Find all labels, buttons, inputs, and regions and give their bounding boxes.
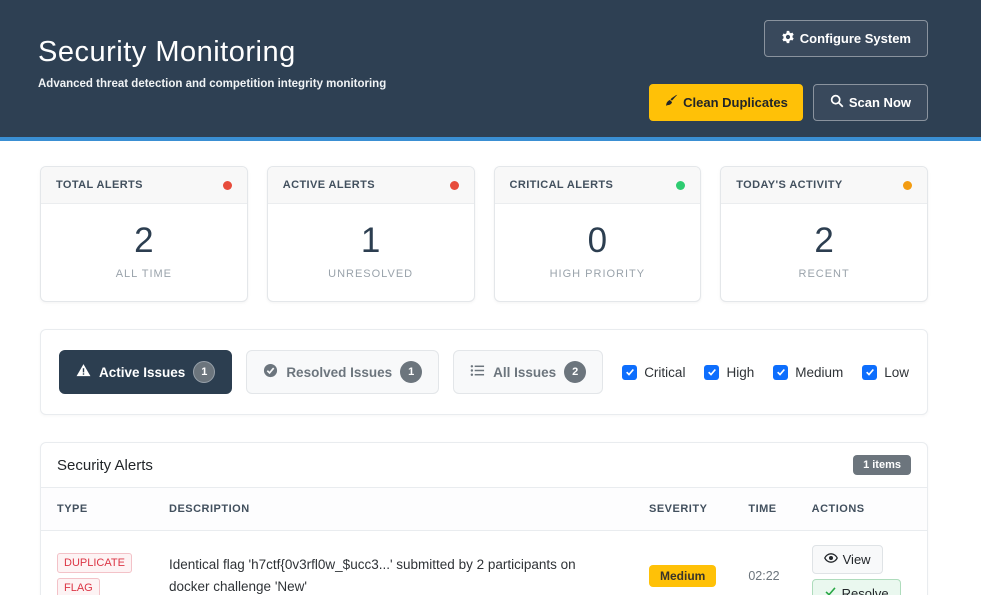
- configure-system-label: Configure System: [799, 31, 911, 46]
- checkbox-low[interactable]: Low: [862, 364, 909, 380]
- stat-card-critical-alerts: CRITICAL ALERTS 0 HIGH PRIORITY: [493, 166, 702, 302]
- status-dot: [449, 180, 459, 190]
- checkbox-checked-icon: [704, 364, 720, 380]
- table-row: DUPLICATE FLAG Identical flag 'h7ctf{0v3…: [41, 531, 927, 595]
- column-header-time: TIME: [732, 488, 796, 531]
- clean-duplicates-label: Clean Duplicates: [683, 95, 788, 110]
- stat-value: 0: [587, 221, 608, 260]
- check-icon: [824, 585, 837, 595]
- header-actions: Configure System Clean Duplicates Scan N…: [649, 20, 928, 121]
- page-header: Security Monitoring Advanced threat dete…: [0, 0, 981, 141]
- severity-filters: Critical High Medium Low: [622, 364, 909, 380]
- tab-active-issues[interactable]: Active Issues 1: [59, 350, 233, 394]
- configure-system-button[interactable]: Configure System: [763, 20, 928, 57]
- gear-icon: [781, 30, 795, 47]
- stat-card-active-alerts: ACTIVE ALERTS 1 UNRESOLVED: [266, 166, 475, 302]
- check-circle-icon: [263, 363, 278, 381]
- page-title: Security Monitoring: [38, 36, 296, 68]
- brush-icon: [664, 94, 678, 111]
- tab-label: All Issues: [493, 364, 557, 380]
- items-count-badge: 1 items: [853, 455, 911, 475]
- stat-value: 2: [814, 221, 834, 260]
- page-subtitle: Advanced threat detection and competitio…: [38, 78, 387, 90]
- column-header-actions: ACTIONS: [795, 488, 927, 531]
- stat-card-todays-activity: TODAY'S ACTIVITY 2 RECENT: [720, 166, 928, 302]
- stat-card-total-alerts: TOTAL ALERTS 2 ALL TIME: [40, 166, 248, 302]
- severity-badge: Medium: [649, 565, 717, 587]
- list-icon: [470, 363, 485, 381]
- column-header-type: TYPE: [41, 488, 153, 531]
- checkbox-medium[interactable]: Medium: [773, 364, 844, 380]
- tab-label: Active Issues: [99, 364, 186, 380]
- search-icon: [830, 94, 844, 111]
- issue-tabs: Active Issues 1 Resolved Issues 1 All Is…: [59, 350, 604, 394]
- tab-resolved-issues[interactable]: Resolved Issues 1: [246, 350, 440, 394]
- checkbox-checked-icon: [622, 364, 638, 380]
- column-header-description: DESCRIPTION: [153, 488, 633, 531]
- status-dot: [903, 180, 912, 190]
- tab-count-badge: 2: [564, 361, 587, 383]
- alert-type-badge: DUPLICATE FLAG: [57, 552, 132, 595]
- alert-time: 02:22: [748, 569, 780, 583]
- warning-triangle-icon: [76, 363, 91, 381]
- security-alerts-panel: Security Alerts 1 items TYPE DESCRIPTION…: [40, 442, 928, 595]
- stats-row: TOTAL ALERTS 2 ALL TIME ACTIVE ALERTS 1 …: [40, 166, 928, 302]
- tab-label: Resolved Issues: [286, 364, 393, 380]
- column-header-severity: SEVERITY: [633, 488, 733, 531]
- clean-duplicates-button[interactable]: Clean Duplicates: [649, 84, 803, 121]
- checkbox-label: High: [726, 364, 755, 380]
- status-dot: [676, 180, 686, 190]
- tab-count-badge: 1: [400, 361, 423, 383]
- tab-count-badge: 1: [193, 361, 216, 383]
- scan-now-label: Scan Now: [848, 95, 911, 110]
- view-label: View: [842, 552, 871, 567]
- stat-label: TOTAL ALERTS: [56, 179, 143, 191]
- stat-sublabel: HIGH PRIORITY: [549, 268, 646, 280]
- checkbox-critical[interactable]: Critical: [622, 364, 686, 380]
- filter-bar: Active Issues 1 Resolved Issues 1 All Is…: [40, 329, 928, 415]
- panel-title: Security Alerts: [57, 456, 153, 474]
- alerts-table: TYPE DESCRIPTION SEVERITY TIME ACTIONS D…: [41, 488, 927, 595]
- checkbox-label: Critical: [644, 364, 686, 380]
- alert-description: Identical flag 'h7ctf{0v3rfl0w_$ucc3...'…: [169, 557, 576, 594]
- stat-label: TODAY'S ACTIVITY: [736, 179, 843, 191]
- checkbox-label: Low: [884, 364, 909, 380]
- stat-sublabel: RECENT: [798, 268, 850, 280]
- stat-value: 2: [134, 221, 154, 260]
- status-dot: [222, 180, 232, 190]
- checkbox-checked-icon: [773, 364, 789, 380]
- tab-all-issues[interactable]: All Issues 2: [453, 350, 604, 394]
- stat-label: CRITICAL ALERTS: [509, 179, 614, 191]
- resolve-label: Resolve: [841, 585, 889, 595]
- stat-label: ACTIVE ALERTS: [282, 179, 375, 191]
- checkbox-label: Medium: [795, 364, 844, 380]
- stat-value: 1: [360, 221, 381, 260]
- stat-sublabel: ALL TIME: [115, 268, 173, 280]
- view-button[interactable]: View: [811, 545, 883, 574]
- checkbox-checked-icon: [862, 364, 878, 380]
- eye-icon: [823, 551, 838, 568]
- scan-now-button[interactable]: Scan Now: [812, 84, 928, 121]
- resolve-button[interactable]: Resolve: [811, 579, 901, 595]
- stat-sublabel: UNRESOLVED: [328, 268, 414, 280]
- checkbox-high[interactable]: High: [704, 364, 755, 380]
